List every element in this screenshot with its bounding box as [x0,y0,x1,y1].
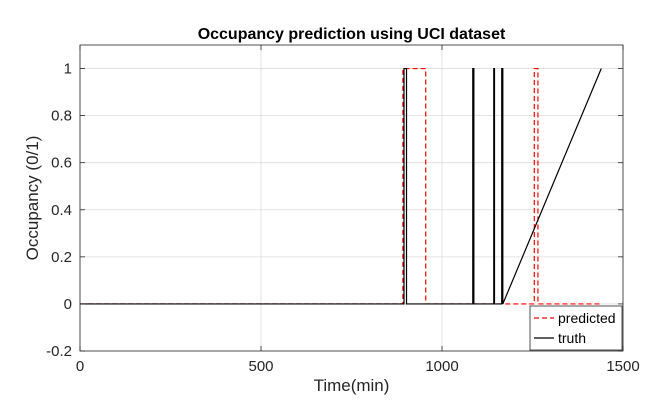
y-tick-label: 0.2 [51,249,72,266]
x-tick-label: 500 [248,358,273,375]
legend-box [529,305,623,351]
series-truth-line [80,67,602,305]
x-tick-label: 0 [76,358,84,375]
grid [79,45,624,352]
legend-label-predicted: predicted [558,310,616,326]
plot-area [80,45,623,351]
x-axis-label: Time(min) [314,376,390,395]
y-tick-label: 0.4 [51,202,72,219]
y-axis-label: Occupancy (0/1) [23,136,42,261]
legend: predicted truth [529,305,623,351]
y-tick-label: -0.2 [46,343,72,360]
series-layer [80,67,602,305]
chart-title: Occupancy prediction using UCI dataset [198,26,506,43]
ticks: 0 500 1000 1500-0.200.20.40.60.81 [46,45,640,375]
y-tick-label: 0.8 [51,108,72,125]
x-tick-label: 1000 [425,358,458,375]
plot-frame [79,44,624,352]
y-tick-label: 0.6 [51,155,72,172]
y-tick-label: 0 [64,296,72,313]
y-tick-label: 1 [64,61,72,78]
x-tick-label: 1500 [606,358,639,375]
legend-label-truth: truth [558,330,586,346]
series-predicted-line [80,67,602,305]
